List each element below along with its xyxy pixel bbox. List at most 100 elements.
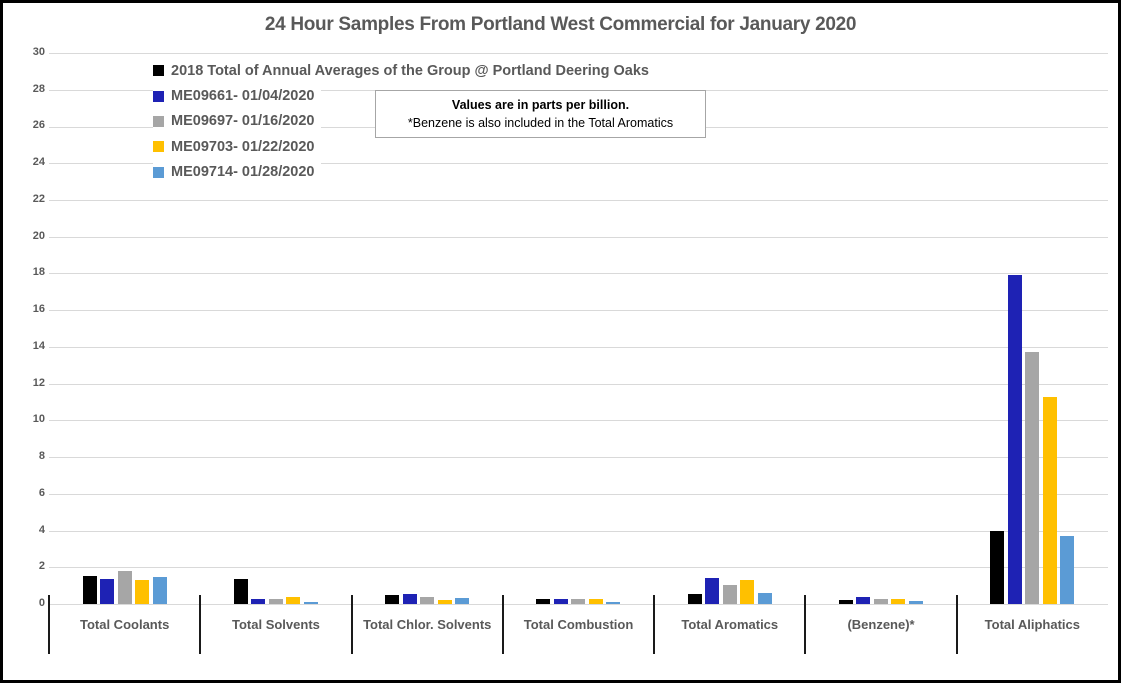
category-separator-3: [501, 595, 504, 654]
legend-item-4: ME09714- 01/28/2020: [153, 159, 321, 185]
bar-series-1-cat-1: [251, 598, 266, 604]
bar-series-1-cat-6: [1007, 275, 1022, 604]
gridline-y-14: [49, 346, 1108, 348]
bar-series-2-cat-5: [873, 598, 888, 604]
bar-series-3-cat-1: [286, 596, 301, 604]
y-tick-label-24: 24: [32, 156, 45, 169]
bar-cluster-4: [687, 578, 772, 604]
gridline-y-16: [49, 310, 1108, 312]
y-tick-label-2: 2: [38, 560, 45, 573]
bar-series-0-cat-2: [385, 594, 400, 604]
chart-title: 24 Hour Samples From Portland West Comme…: [264, 14, 857, 35]
legend-swatch-icon: [153, 166, 164, 178]
gridline-y-20: [49, 236, 1108, 238]
bar-cluster-5: [838, 596, 923, 604]
note-line-benzene: *Benzene is also included in the Total A…: [407, 115, 674, 130]
x-category-label-3: Total Combustion: [523, 617, 634, 632]
legend-item-3: ME09703- 01/22/2020: [153, 134, 321, 160]
bar-series-2-cat-2: [420, 596, 435, 604]
legend-item-1: ME09661- 01/04/2020: [153, 83, 321, 109]
x-category-label-5: (Benzene)*: [847, 617, 915, 632]
legend-swatch-icon: [153, 90, 164, 102]
gridline-y-8: [49, 457, 1108, 459]
category-separator-4: [653, 595, 656, 654]
bar-group-1: [200, 53, 351, 604]
bar-series-1-cat-5: [856, 596, 871, 604]
y-tick-label-10: 10: [32, 413, 45, 426]
bar-series-1-cat-0: [100, 579, 115, 604]
gridline-y-10: [49, 420, 1108, 422]
y-tick-label-28: 28: [32, 82, 45, 95]
x-category-label-6: Total Aliphatics: [984, 617, 1080, 632]
category-separator-5: [804, 595, 807, 654]
bar-group-4: [654, 53, 805, 604]
bar-cluster-0: [82, 570, 167, 604]
bar-series-2-cat-0: [117, 570, 132, 604]
y-tick-label-30: 30: [32, 46, 45, 58]
bar-group-0: [49, 53, 200, 604]
bar-series-4-cat-2: [455, 597, 470, 604]
note-box: Values are in parts per billion. *Benzen…: [375, 90, 706, 138]
bar-series-2-cat-6: [1025, 352, 1040, 604]
bar-group-2: [352, 53, 503, 604]
legend-swatch-icon: [153, 65, 164, 77]
bar-series-3-cat-5: [891, 598, 906, 604]
bar-series-4-cat-6: [1060, 536, 1075, 604]
gridline-y-18: [49, 273, 1108, 275]
y-tick-label-12: 12: [32, 376, 45, 389]
bar-series-2-cat-3: [571, 599, 586, 604]
y-tick-label-16: 16: [32, 303, 45, 316]
bar-group-6: [957, 53, 1108, 604]
bar-series-2-cat-4: [722, 584, 737, 604]
bar-series-4-cat-3: [606, 602, 621, 604]
gridline-y-22: [49, 199, 1108, 201]
bar-series-3-cat-3: [588, 598, 603, 604]
gridline-y-24: [49, 163, 1108, 165]
x-category-label-4: Total Aromatics: [681, 617, 779, 632]
bar-series-3-cat-2: [437, 600, 452, 604]
legend-swatch-icon: [153, 115, 164, 127]
bar-group-5: [805, 53, 956, 604]
y-tick-label-8: 8: [38, 450, 45, 463]
bar-series-1-cat-4: [705, 578, 720, 604]
bar-series-0-cat-3: [536, 599, 551, 604]
bar-series-1-cat-2: [402, 593, 417, 604]
legend-item-2: ME09697- 01/16/2020: [153, 108, 321, 135]
bar-series-0-cat-0: [82, 576, 97, 604]
bar-cluster-2: [385, 593, 470, 604]
bar-series-3-cat-0: [135, 580, 150, 604]
category-separator-2: [350, 595, 353, 654]
legend-label: ME09697- 01/16/2020: [171, 113, 315, 130]
bar-series-3-cat-6: [1042, 396, 1057, 604]
y-tick-label-6: 6: [38, 486, 45, 499]
bar-series-0-cat-6: [990, 530, 1005, 604]
category-separator-6: [955, 595, 958, 654]
legend-item-0: 2018 Total of Annual Averages of the Gro…: [153, 58, 655, 84]
x-category-label-2: Total Chlor. Solvents: [363, 617, 492, 632]
x-category-label-0: Total Coolants: [79, 617, 170, 632]
bar-cluster-6: [990, 275, 1075, 604]
legend: 2018 Total of Annual Averages of the Gro…: [153, 58, 655, 185]
y-tick-label-26: 26: [32, 119, 45, 132]
bar-series-4-cat-0: [152, 577, 167, 604]
legend-label: ME09703- 01/22/2020: [171, 138, 315, 155]
bar-series-0-cat-5: [838, 600, 853, 604]
legend-label: ME09661- 01/04/2020: [171, 88, 315, 105]
gridline-y-6: [49, 493, 1108, 495]
y-tick-label-4: 4: [38, 523, 45, 536]
x-category-label-1: Total Solvents: [232, 617, 320, 632]
legend-swatch-icon: [153, 141, 164, 153]
bar-series-2-cat-1: [268, 598, 283, 604]
gridline-y-4: [49, 530, 1108, 532]
y-tick-label-22: 22: [32, 192, 45, 205]
legend-label: ME09714- 01/28/2020: [171, 164, 315, 181]
note-line-units: Values are in parts per billion.: [451, 97, 630, 112]
y-tick-label-0: 0: [38, 597, 45, 609]
y-tick-label-14: 14: [32, 339, 45, 352]
bar-series-4-cat-4: [757, 593, 772, 604]
bar-series-3-cat-4: [740, 580, 755, 604]
bar-series-4-cat-1: [303, 602, 318, 604]
category-separator-1: [199, 595, 202, 654]
legend-label: 2018 Total of Annual Averages of the Gro…: [171, 62, 649, 79]
